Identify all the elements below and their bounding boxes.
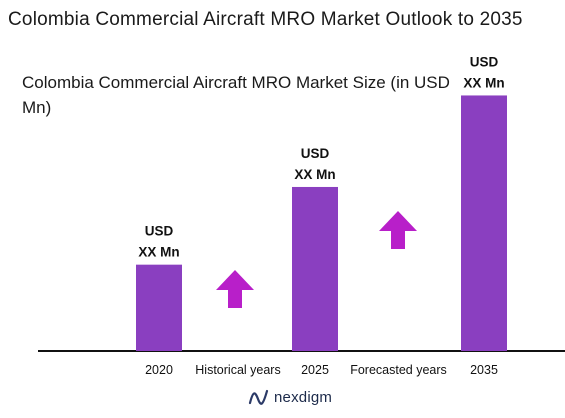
bar-value-label: XX Mn [463,75,504,90]
bar-value-label: USD [145,224,174,239]
logo-text: nexdigm [274,388,333,406]
period-label: Historical years [195,363,280,377]
growth-arrow-icon [216,270,254,308]
bar-value-label: XX Mn [138,245,179,260]
bar-value-label: USD [301,146,330,161]
period-label: Forecasted years [350,363,447,377]
growth-arrow-icon [379,211,417,249]
x-tick-label: 2020 [145,363,173,377]
bar-value-label: USD [470,54,499,69]
nexdigm-logo-icon [248,389,269,405]
bar-2025 [292,186,338,351]
x-tick-label: 2025 [301,363,329,377]
logo: nexdigm [248,384,332,410]
chart-title: Colombia Commercial Aircraft MRO Market … [22,73,450,117]
bar-2035 [461,95,507,351]
bar-2020 [136,264,182,351]
x-tick-label: 2035 [470,363,498,377]
bar-value-label: XX Mn [294,167,335,182]
page-title: Colombia Commercial Aircraft MRO Market … [8,9,523,30]
